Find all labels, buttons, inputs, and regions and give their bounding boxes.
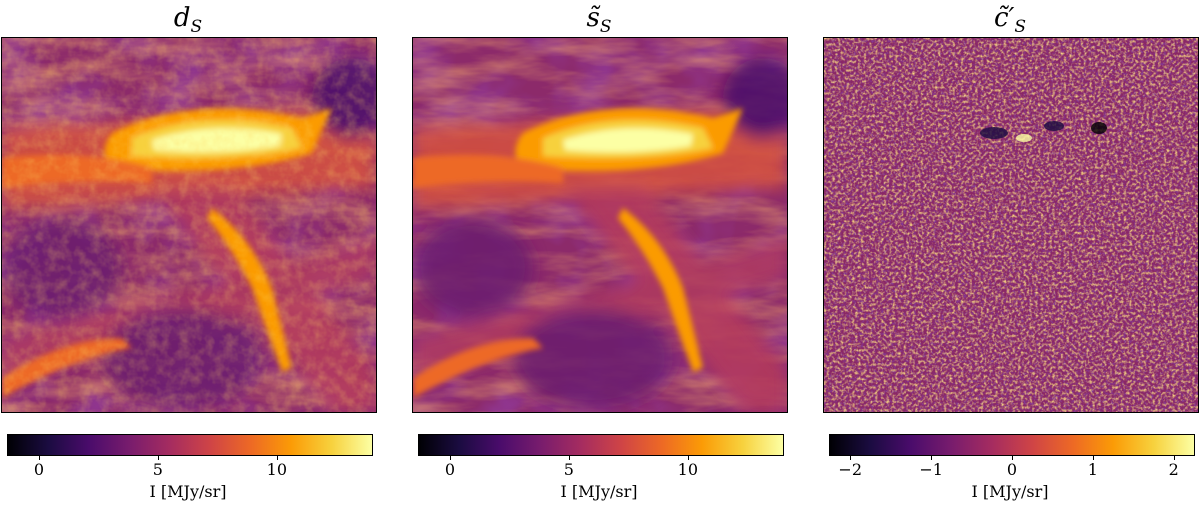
- title-sub: S: [1014, 17, 1027, 38]
- colorbar-ticks: 0 5 10: [419, 455, 783, 479]
- heatmap-image: [1, 37, 377, 413]
- panel-observed-map: dS: [0, 0, 377, 508]
- title-main: c̃′: [993, 3, 1015, 33]
- colorbar-tick-label: 2: [1168, 460, 1179, 479]
- colorbar-label: I [MJy/sr]: [971, 482, 1049, 501]
- heatmap-svg: [824, 38, 1198, 412]
- colorbar: [7, 434, 373, 456]
- colorbar-ticks: 0 5 10: [8, 455, 372, 479]
- heatmap-image: [823, 37, 1199, 413]
- colorbar-tick: [38, 455, 40, 460]
- title-sub: S: [190, 17, 203, 38]
- colorbar-tick: [157, 455, 159, 460]
- heatmap-svg: [2, 38, 376, 412]
- colorbar-tick-label: 5: [563, 460, 574, 479]
- colorbar-label: I [MJy/sr]: [149, 482, 227, 501]
- panel-signal-map: s̃S: [411, 0, 788, 508]
- colorbar-gradient: [419, 435, 783, 455]
- colorbar-tick-label: −1: [919, 460, 943, 479]
- heatmap-svg: [413, 38, 787, 412]
- colorbar-tick-label: −2: [838, 460, 863, 479]
- colorbar-tick-label: 0: [444, 460, 456, 479]
- panel-title: c̃′S: [822, 2, 1198, 43]
- colorbar-tick: [931, 455, 933, 460]
- colorbar-gradient: [830, 435, 1194, 455]
- colorbar-tick: [687, 455, 689, 460]
- colorbar-tick-label: 10: [266, 460, 287, 479]
- colorbar-tick: [449, 455, 451, 460]
- colorbar-tick: [276, 455, 278, 460]
- colorbar-tick: [1092, 455, 1094, 460]
- colorbar-tick: [1173, 455, 1175, 460]
- colorbar-tick-label: 0: [33, 460, 45, 479]
- colorbar-gradient: [8, 435, 372, 455]
- colorbar-tick-label: 5: [152, 460, 163, 479]
- title-main: d: [173, 3, 191, 33]
- colorbar: [829, 434, 1195, 456]
- colorbar-tick-label: 1: [1087, 460, 1098, 479]
- panel-title: dS: [0, 2, 376, 43]
- title-sub: S: [599, 17, 612, 38]
- colorbar-tick: [1012, 455, 1013, 460]
- colorbar-tick: [850, 455, 852, 460]
- colorbar: [418, 434, 784, 456]
- colorbar-ticks: −2 −1 0 1 2: [830, 455, 1194, 479]
- colorbar-label: I [MJy/sr]: [560, 482, 638, 501]
- panel-title: s̃S: [411, 2, 787, 43]
- colorbar-tick-label: 0: [1006, 460, 1018, 479]
- colorbar-tick: [568, 455, 570, 460]
- panel-residual-map: c̃′S: [822, 0, 1199, 508]
- heatmap-image: [412, 37, 788, 413]
- colorbar-tick-label: 10: [677, 460, 698, 479]
- title-main: s̃: [586, 3, 600, 33]
